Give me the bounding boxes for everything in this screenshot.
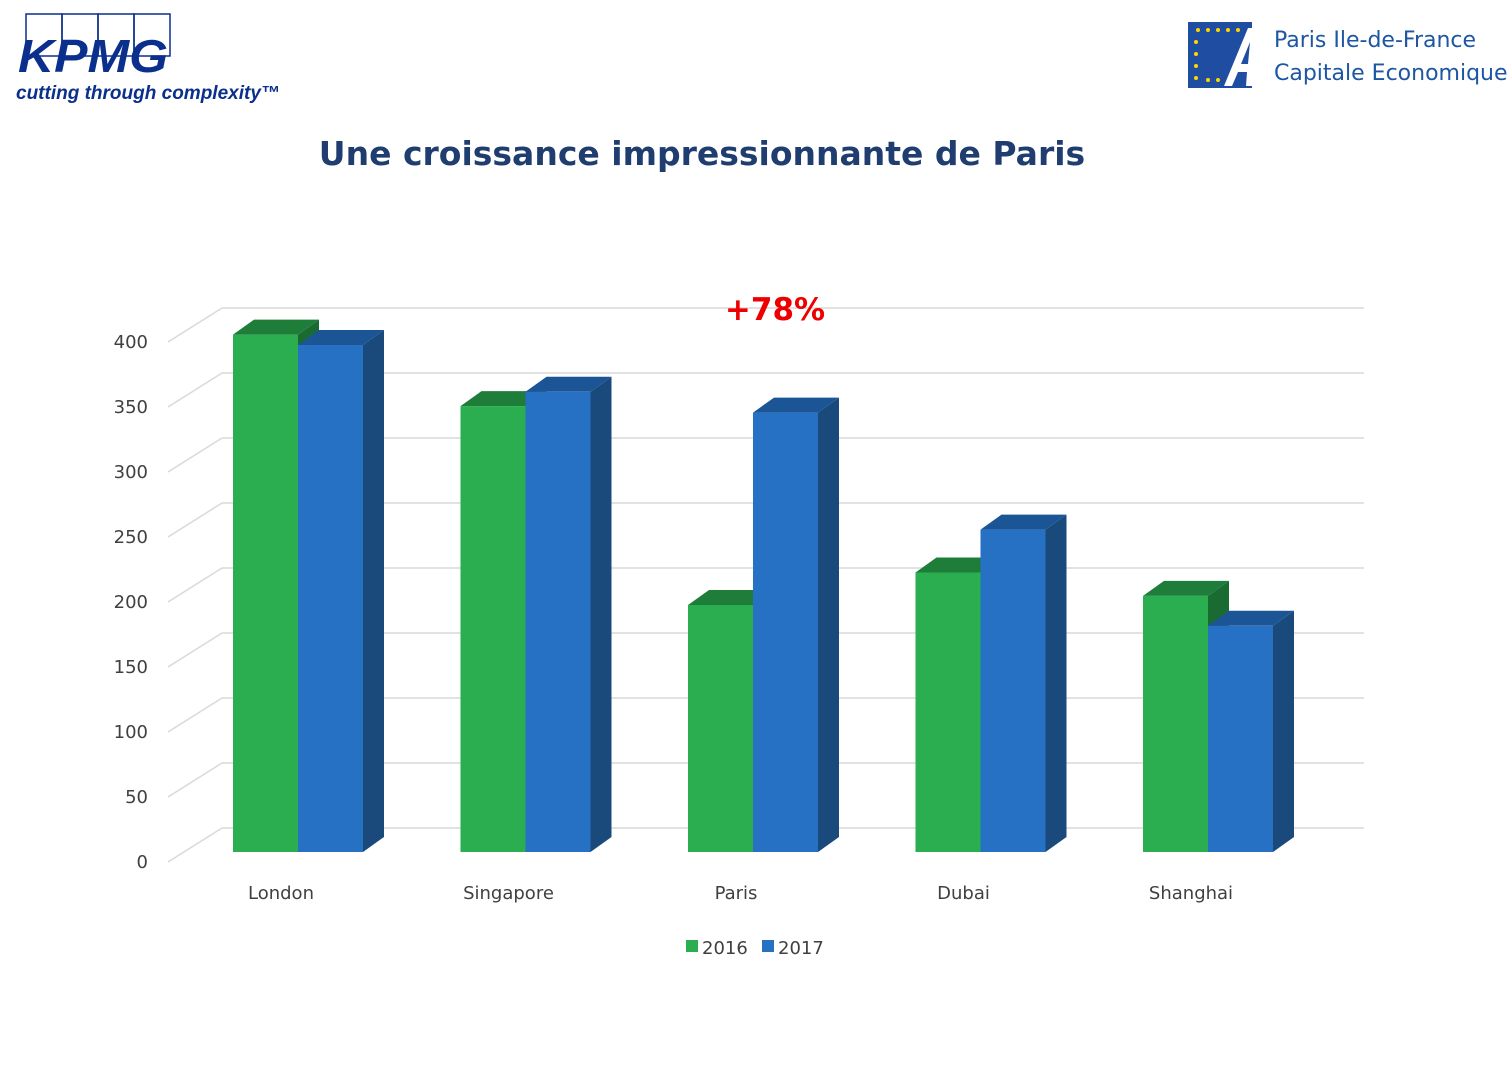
bar-2017-paris [753,412,818,852]
bar-side-2017 [363,330,384,852]
bar-2017-london [298,345,363,852]
y-tick-label: 150 [114,657,148,678]
bar-side-2017 [1273,610,1294,852]
y-tick-label: 350 [114,397,148,418]
bar-2016-shanghai [1143,595,1208,852]
y-tick-label: 0 [137,852,148,873]
bar-top-2016 [688,590,774,605]
kpmg-logo: KPMG [14,12,314,112]
bar-top-2017 [1208,610,1294,626]
y-tick-label: 100 [114,722,148,743]
gridline-side [167,307,223,343]
bar-2016-paris [688,605,753,852]
y-tick-label: 200 [114,592,148,613]
legend-swatch-2017 [762,940,774,952]
partner-logo-line1: Paris Ile-de-France [1274,28,1477,53]
partner-logo-line2: Capitale Economique [1274,61,1508,86]
kpmg-tagline: cutting through complexity™ [16,83,280,104]
legend-swatch-2016 [686,940,698,952]
eu-stars-icon [1194,28,1240,82]
x-tick-label: Shanghai [1149,883,1233,904]
x-tick-label: London [248,883,314,904]
gridline-side [167,762,223,798]
x-tick-label: Dubai [937,883,990,904]
x-tick-label: Paris [715,883,758,904]
bar-side-2017 [1045,514,1067,852]
bar-side-2017 [590,376,612,852]
bar-2017-shanghai [1208,625,1273,852]
bar-2017-singapore [525,391,591,852]
paris-idf-logo [1186,20,1506,92]
bar-2016-singapore [460,406,526,852]
bar-top-2016 [915,557,1002,573]
y-tick-label: 400 [114,332,148,353]
bar-top-2017 [753,397,839,413]
capital-a-mark-icon [1224,28,1258,86]
y-tick-label: 300 [114,462,148,483]
gridline-side [167,632,223,668]
gridline-side [167,502,223,538]
bar-top-2016 [233,319,319,335]
bar-2016-dubai [915,572,981,852]
bar-top-2017 [298,330,384,345]
kpmg-wordmark: KPMG [18,30,168,82]
gridline-side [167,437,223,473]
kpmg-boxes [25,13,171,57]
y-tick-label: 250 [114,527,148,548]
bar-top-2016 [1143,580,1229,596]
bar-top-2017 [980,514,1067,530]
gridline-side [167,827,223,863]
bar-top-2016 [460,391,547,407]
legend-label-2017: 2017 [778,938,824,959]
bar-2016-london [233,334,298,853]
gridline-side [167,697,223,733]
bar-side-2017 [818,397,839,852]
bar-2017-dubai [980,529,1046,852]
growth-annotation: +78% [725,292,825,328]
y-tick-label: 50 [125,787,148,808]
gridline-side [167,567,223,603]
page-title: Une croissance impressionnante de Paris [318,134,1086,173]
gridline-side [167,372,223,408]
legend-label-2016: 2016 [702,938,748,959]
bar-top-2017 [525,376,612,392]
x-tick-label: Singapore [463,883,554,904]
